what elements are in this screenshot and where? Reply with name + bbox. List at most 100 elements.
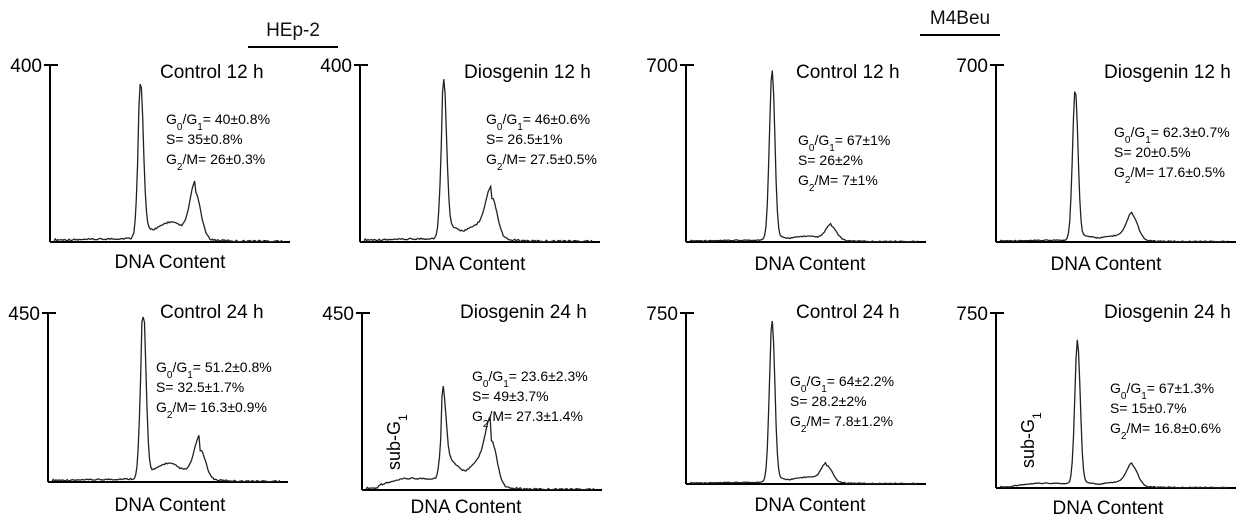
stat-text: /M= 26±0.3%: [182, 151, 265, 167]
stat-text: /M= 7±1%: [814, 172, 877, 188]
subscript: 1: [197, 122, 203, 133]
phase-stat: G0/G1= 23.6±2.3%: [472, 368, 588, 390]
phase-stat: G0/G1= 46±0.6%: [486, 111, 590, 133]
subscript: 1: [503, 379, 509, 390]
stat-text: = 62.3±0.7%: [1151, 124, 1230, 140]
subscript: 0: [809, 143, 815, 154]
x-axis-label: DNA Content: [415, 254, 527, 275]
stat-text: /G: [1130, 124, 1145, 140]
panel-title: Control 24 h: [160, 302, 264, 323]
stat-text: /G: [182, 111, 197, 127]
subscript: 0: [177, 122, 183, 133]
x-axis-label: DNA Content: [755, 254, 867, 275]
panel-hep2-diosgenin-24h: 450 Diosgenin 24 h G0/G1= 23.6±2.3%S= 49±3…: [322, 302, 602, 518]
x-axis-label: DNA Content: [115, 495, 227, 516]
dna-histogram-trace: [51, 316, 281, 483]
subscript: 1: [396, 414, 410, 421]
cell-line-header-m4beu: M4Beu: [920, 8, 1000, 36]
panel-hep2-control-24h: 450 Control 24 h G0/G1= 51.2±0.8%S= 32.5±1…: [8, 302, 288, 516]
subscript: 1: [821, 384, 827, 395]
phase-stat: G0/G1= 67±1%: [798, 132, 890, 154]
subscript: 2: [177, 162, 183, 173]
x-axis-label: DNA Content: [1051, 254, 1163, 275]
dna-histogram-trace: [689, 320, 919, 485]
subscript: 1: [1145, 135, 1151, 146]
panel-title: Control 12 h: [160, 62, 264, 83]
dna-histogram-trace: [363, 79, 593, 243]
dna-histogram-trace: [999, 91, 1229, 243]
stat-text: /G: [502, 111, 517, 127]
panel-m4beu-diosgenin-24h: 750 Diosgenin 24 h G0/G1= 67±1.3%S= 15±0.7…: [956, 302, 1236, 519]
panel-m4beu-diosgenin-12h: 700 Diosgenin 12 h G0/G1= 62.3±0.7%S= 20±0…: [956, 56, 1236, 275]
subscript: 0: [801, 384, 807, 395]
panel-title: Diosgenin 12 h: [464, 62, 591, 83]
subscript: 1: [1141, 391, 1147, 402]
sub-g1-label: sub-G1: [384, 414, 410, 470]
stat-text: = 67±1%: [835, 132, 891, 148]
subscript: 1: [829, 143, 835, 154]
subscript: 2: [1121, 431, 1127, 442]
y-tick-label: 700: [956, 56, 988, 77]
cell-line-label-hep2: HEp-2: [266, 20, 320, 41]
phase-stat: G0/G1= 40±0.8%: [166, 111, 270, 133]
stat-text: /G: [172, 359, 187, 375]
y-tick-label: 750: [646, 304, 678, 325]
stat-text: = 46±0.6%: [523, 111, 590, 127]
panel-title: Diosgenin 24 h: [460, 302, 587, 323]
phase-stat: S= 32.5±1.7%: [156, 379, 244, 395]
phase-stat: S= 49±3.7%: [472, 388, 549, 404]
phase-stat: S= 35±0.8%: [166, 131, 243, 147]
phase-stat: G2/M= 7±1%: [798, 172, 878, 194]
panel-m4beu-control-12h: 700 Control 12 h G0/G1= 67±1%S= 26±2% G2/M=…: [646, 56, 926, 275]
stat-text: /G: [488, 368, 503, 384]
subscript: 0: [1121, 391, 1127, 402]
stat-text: /G: [806, 373, 821, 389]
panel-hep2-diosgenin-12h: 400 Diosgenin 12 h G0/G1= 46±0.6%S= 26.5±1…: [320, 56, 600, 275]
stat-text: /M= 27.5±0.5%: [502, 151, 596, 167]
dna-histogram-trace: [53, 83, 283, 243]
dna-histogram-trace: [999, 339, 1229, 489]
subscript: 2: [497, 162, 503, 173]
cell-line-header-hep2: HEp-2: [248, 20, 338, 48]
cell-line-label-m4beu: M4Beu: [929, 8, 991, 29]
stat-text: = 67±1.3%: [1147, 380, 1214, 396]
panel-title: Control 24 h: [796, 302, 900, 323]
panel-hep2-control-12h: 400 Control 12 h G0/G1= 40±0.8%S= 35±0.8% G…: [10, 56, 290, 273]
phase-stat: G0/G1= 64±2.2%: [790, 373, 894, 395]
phase-stat: G2/M= 26±0.3%: [166, 151, 265, 173]
stat-text: /M= 16.3±0.9%: [172, 399, 266, 415]
phase-stat: S= 26±2%: [798, 152, 863, 168]
subscript: 1: [517, 122, 523, 133]
subscript: 2: [1125, 175, 1131, 186]
subscript: 1: [1030, 412, 1044, 419]
x-axis-label: DNA Content: [115, 252, 227, 273]
stat-text: /M= 17.6±0.5%: [1130, 164, 1224, 180]
phase-stat: G2/M= 7.8±1.2%: [790, 413, 893, 435]
stat-text: /M= 7.8±1.2%: [806, 413, 893, 429]
sub-g1-label: sub-G1: [1018, 412, 1044, 468]
panel-title: Diosgenin 24 h: [1104, 302, 1231, 323]
phase-stat: S= 26.5±1%: [486, 131, 563, 147]
x-axis-label: DNA Content: [1053, 498, 1165, 519]
stat-text: = 64±2.2%: [827, 373, 894, 389]
panel-title: Control 12 h: [796, 62, 900, 83]
phase-stat: G0/G1= 67±1.3%: [1110, 380, 1214, 402]
phase-stat: S= 15±0.7%: [1110, 400, 1187, 416]
stat-text: = 51.2±0.8%: [193, 359, 272, 375]
subscript: 1: [187, 370, 193, 381]
y-tick-label: 750: [956, 304, 988, 325]
subscript: 2: [167, 410, 173, 421]
phase-stat: G2/M= 27.5±0.5%: [486, 151, 597, 173]
stat-text: /M= 27.3±1.4%: [488, 408, 582, 424]
stat-text: = 40±0.8%: [203, 111, 270, 127]
subscript: 0: [497, 122, 503, 133]
stat-text: /G: [1126, 380, 1141, 396]
subscript: 0: [1125, 135, 1131, 146]
y-tick-label: 450: [8, 304, 40, 325]
stat-text: /G: [814, 132, 829, 148]
subscript: 2: [801, 424, 807, 435]
phase-stat: S= 28.2±2%: [790, 393, 867, 409]
y-tick-label: 700: [646, 56, 678, 77]
y-tick-label: 400: [10, 56, 42, 77]
